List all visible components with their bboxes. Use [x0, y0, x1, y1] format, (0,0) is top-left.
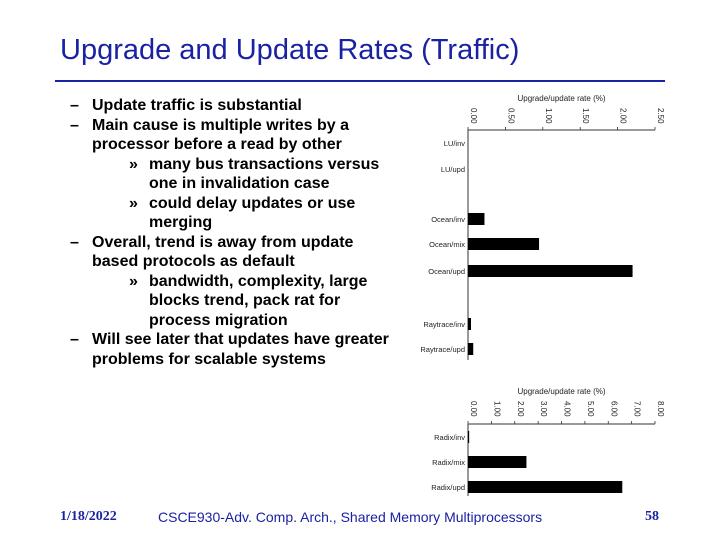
sub-bullet-item: » could delay updates or use merging — [92, 194, 400, 233]
category-label: Radix/upd — [431, 483, 465, 492]
x-tick-label: 7.00 — [633, 401, 642, 417]
category-label: Raytrace/inv — [423, 320, 465, 329]
chart-upgrade-rate-bottom: Upgrade/update rate (%) 0.00 1.00 2.00 3.00 4… — [405, 384, 665, 500]
x-tick-label: 8.00 — [656, 401, 665, 417]
x-tick-label: 5.00 — [586, 401, 595, 417]
bar — [468, 456, 527, 468]
sub-bullet-marker: » — [129, 194, 138, 212]
bullet-dash: – — [70, 233, 79, 251]
bar — [468, 481, 623, 493]
bullet-dash: – — [70, 331, 79, 348]
x-tick-label: 0.00 — [469, 108, 478, 124]
bullet-item: – Overall, trend is away from update bas… — [70, 233, 400, 331]
bullet-text: Will see later that updates have greater… — [92, 331, 389, 368]
x-tick-label: 2.00 — [619, 108, 628, 124]
bar — [468, 265, 633, 277]
bullet-text: Main cause is multiple writes by a proce… — [92, 116, 349, 154]
sub-bullet-list: » bandwidth, complexity, large blocks tr… — [92, 272, 400, 331]
sub-bullet-text: could delay updates or use merging — [149, 194, 356, 232]
category-label: Radix/inv — [434, 433, 465, 442]
bullet-dash: – — [70, 116, 79, 134]
footer-course: CSCE930-Adv. Comp. Arch., Shared Memory … — [158, 509, 543, 525]
chart-upgrade-rate-top: Upgrade/update rate (%) 0.00 0.50 1.00 1.50 2… — [405, 86, 665, 366]
category-label: LU/upd — [441, 165, 465, 174]
slide-title: Upgrade and Update Rates (Traffic) — [60, 34, 520, 66]
sub-bullet-marker: » — [129, 272, 138, 290]
bar — [468, 431, 470, 443]
footer-date: 1/18/2022 — [60, 509, 117, 524]
bar — [468, 318, 471, 330]
bullet-text: Overall, trend is away from update based… — [92, 233, 354, 271]
x-tick-label: 3.00 — [539, 401, 548, 417]
sub-bullet-item: » bandwidth, complexity, large blocks tr… — [92, 272, 400, 331]
x-tick-label: 1.00 — [492, 401, 501, 417]
sub-bullet-list: » many bus transactions versus one in in… — [92, 155, 400, 233]
chart-svg-bottom: Upgrade/update rate (%) 0.00 1.00 2.00 3.00 4… — [431, 387, 665, 496]
category-label: LU/inv — [444, 139, 466, 148]
bullet-text: Update traffic is substantial — [92, 97, 302, 114]
footer-page-number: 58 — [645, 509, 659, 524]
x-tick-label: 2.50 — [656, 108, 665, 124]
bar — [468, 238, 540, 250]
title-divider — [55, 80, 665, 82]
sub-bullet-item: » many bus transactions versus one in in… — [92, 155, 400, 194]
category-label: Raytrace/upd — [420, 345, 465, 354]
x-tick-label: 6.00 — [609, 401, 618, 417]
x-tick-label: 0.50 — [506, 108, 515, 124]
x-tick-label: 2.00 — [516, 401, 525, 417]
bullet-list: – Update traffic is substantial – Main c… — [70, 96, 400, 369]
bar — [468, 213, 485, 225]
bullet-item: – Update traffic is substantial — [70, 96, 400, 116]
x-tick-label: 0.00 — [469, 401, 478, 417]
category-label: Ocean/mix — [429, 240, 465, 249]
sub-bullet-marker: » — [129, 155, 138, 173]
chart-svg-top: Upgrade/update rate (%) 0.00 0.50 1.00 1.50 2… — [420, 94, 665, 360]
category-label: Ocean/upd — [428, 267, 465, 276]
chart-title: Upgrade/update rate (%) — [517, 94, 605, 103]
bullet-item: – Main cause is multiple writes by a pro… — [70, 116, 400, 233]
sub-bullet-text: many bus transactions versus one in inva… — [149, 155, 380, 193]
chart-title: Upgrade/update rate (%) — [517, 387, 605, 396]
category-label: Radix/mix — [432, 458, 465, 467]
bar — [468, 343, 474, 355]
x-tick-label: 1.00 — [544, 108, 553, 124]
bullet-dash: – — [70, 97, 79, 114]
sub-bullet-text: bandwidth, complexity, large blocks tren… — [149, 272, 368, 329]
category-label: Ocean/inv — [431, 215, 465, 224]
x-tick-label: 1.50 — [581, 108, 590, 124]
bullet-item: – Will see later that updates have great… — [70, 330, 400, 369]
x-tick-label: 4.00 — [563, 401, 572, 417]
